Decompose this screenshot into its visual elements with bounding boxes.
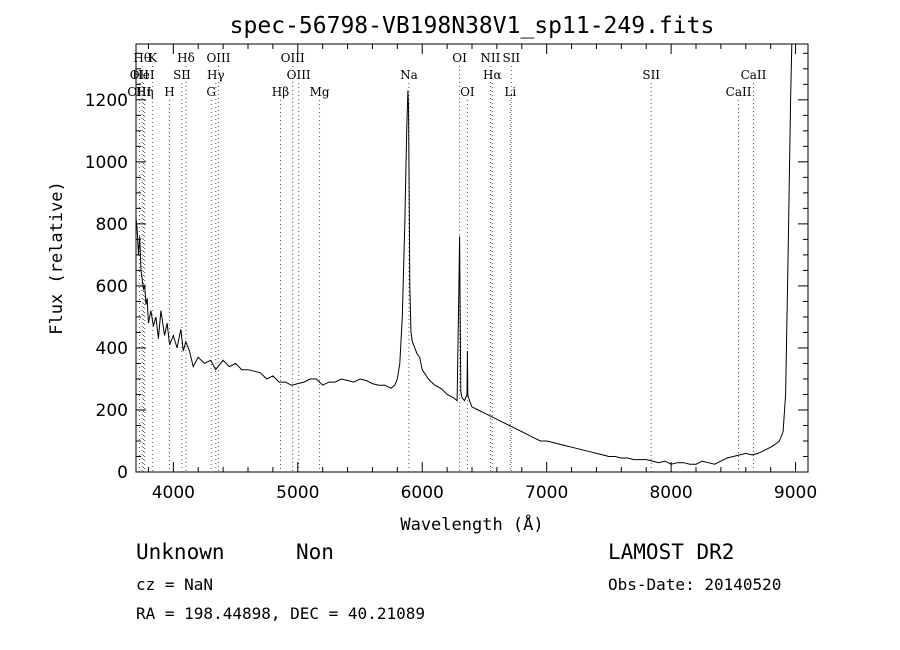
spectral-line-label: OIII (127, 85, 151, 99)
chart-title: spec-56798-VB198N38V1_sp11-249.fits (230, 13, 715, 39)
spectral-line-label: HeI (132, 68, 155, 82)
spectral-line-label: Hβ (272, 85, 289, 99)
y-tick-label: 400 (96, 339, 128, 359)
coordinates-text: RA = 198.44898, DEC = 40.21089 (136, 604, 425, 623)
spectral-line-label: Hη (136, 85, 154, 99)
object-class: Unknown (136, 540, 225, 564)
spectral-line-label: Li (504, 85, 516, 99)
y-axis-label: Flux (relative) (47, 181, 67, 335)
x-axis-label: Wavelength (Å) (400, 513, 543, 535)
obs-date: Obs-Date: 20140520 (608, 575, 782, 594)
y-tick-label: 1200 (85, 91, 128, 111)
y-tick-label: 200 (96, 401, 128, 421)
x-tick-label: 4000 (152, 483, 195, 503)
y-tick-label: 600 (96, 277, 128, 297)
spectral-line-label: CaII (726, 85, 752, 99)
spectral-line-label: OIII (206, 51, 230, 65)
x-tick-label: 9000 (774, 483, 817, 503)
spectral-line-label: SII (642, 68, 660, 82)
spectral-line-label: OII (130, 68, 150, 82)
tick-labels: 4000 5000 6000 7000 8000 9000 0 200 400 600 800 100… (85, 91, 817, 503)
spectral-line-label: Hθ (133, 51, 151, 65)
spectral-line-label: Na (400, 68, 418, 82)
survey-label: LAMOST DR2 (608, 540, 735, 564)
spectral-line-label: K (148, 51, 158, 65)
spectral-line-label: OI (460, 85, 475, 99)
spectral-line-label: OI (452, 51, 467, 65)
redshift-text: cz = NaN (136, 575, 214, 594)
spectral-line-label: NII (480, 51, 500, 65)
spectral-line-label: Mg (310, 85, 330, 99)
spectral-line-label: CaII (741, 68, 767, 82)
spectral-line-label: Hα (483, 68, 502, 82)
spectral-line-label: H (164, 85, 174, 99)
x-tick-label: 7000 (525, 483, 568, 503)
line-markers (138, 66, 754, 472)
spectral-line-label: OIII (287, 68, 311, 82)
y-tick-label: 0 (117, 463, 128, 483)
y-tick-label: 800 (96, 215, 128, 235)
spectral-line-label: SII (173, 68, 191, 82)
spectral-line-label: OIII (281, 51, 305, 65)
spectral-line-label: G (206, 85, 216, 99)
spectral-line-label: Hγ (207, 68, 225, 82)
spectral-line-label: SII (502, 51, 520, 65)
object-subclass: Non (296, 540, 334, 564)
marker-labels: OII OIII Hθ HeI Hη K SII H Hδ OIII Hγ G Hβ OIII OIII Mg… (127, 51, 766, 99)
axis-ticks (136, 44, 808, 473)
y-tick-label: 1000 (85, 153, 128, 173)
x-tick-label: 8000 (649, 483, 692, 503)
spectrum-line (135, 43, 793, 465)
x-tick-label: 5000 (276, 483, 319, 503)
spectral-line-label: Hδ (177, 51, 195, 65)
plot-frame (135, 43, 809, 473)
x-tick-label: 6000 (401, 483, 444, 503)
